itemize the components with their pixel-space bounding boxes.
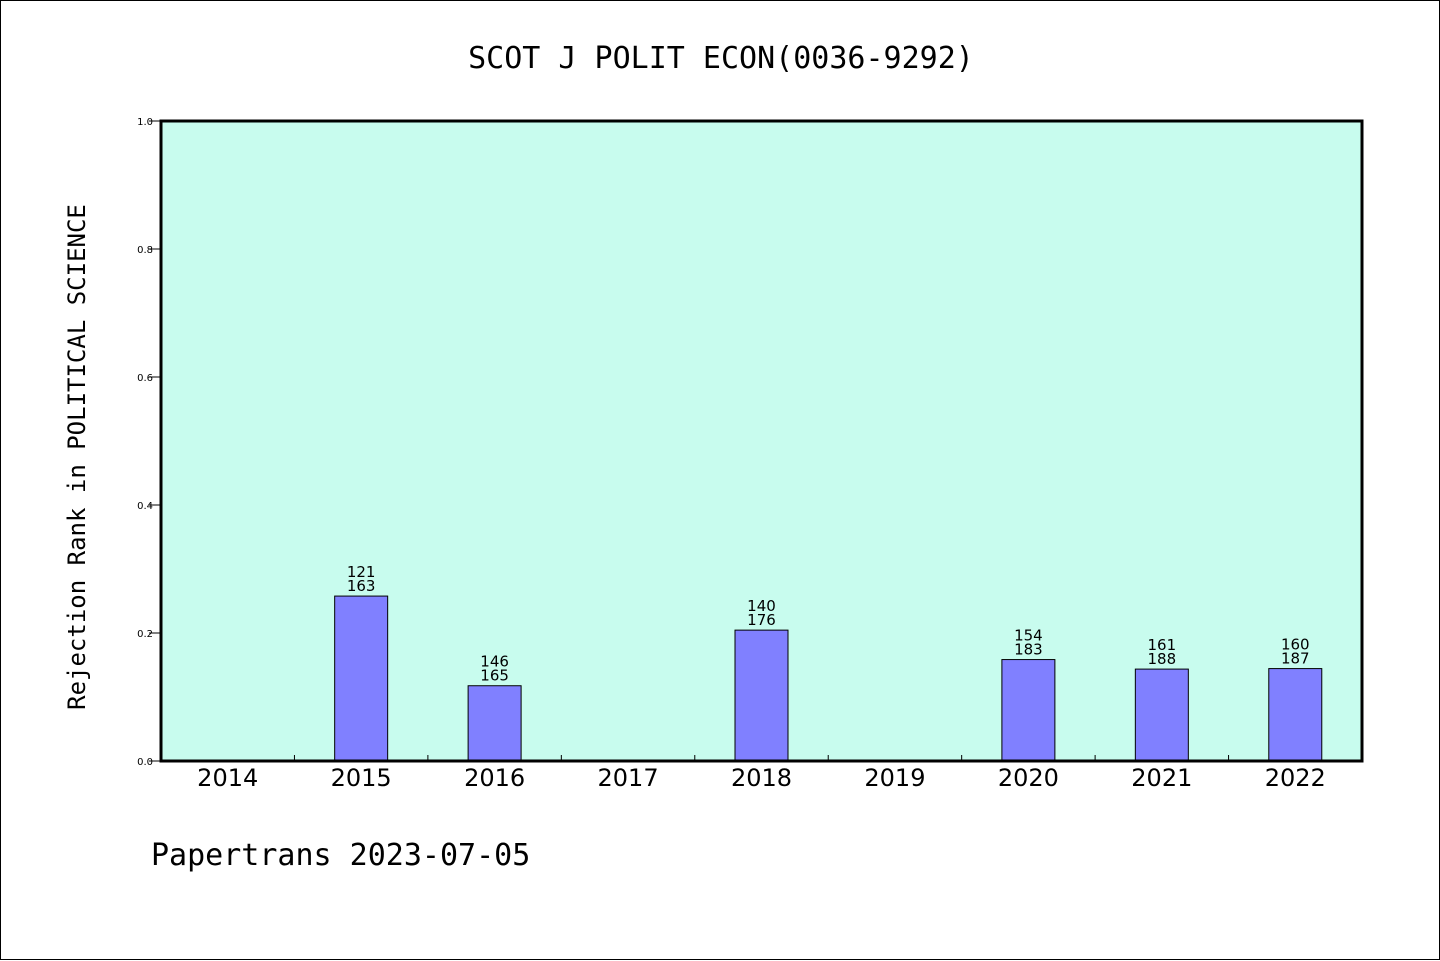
bar-label-bottom: 187 bbox=[1281, 650, 1310, 668]
y-tick-label: 0.8 bbox=[137, 245, 153, 256]
bar-label-top: 146 bbox=[480, 653, 509, 671]
x-tick-label: 2014 bbox=[197, 764, 258, 792]
x-tick-label: 2015 bbox=[331, 764, 392, 792]
bar-2021 bbox=[1134, 668, 1189, 762]
x-tick-label: 2021 bbox=[1131, 764, 1192, 792]
x-tick-label: 2019 bbox=[864, 764, 925, 792]
bar-2020 bbox=[1001, 659, 1056, 762]
bar-label-bottom: 183 bbox=[1014, 641, 1043, 659]
bar-label-top: 160 bbox=[1281, 636, 1310, 654]
bar-label-top: 121 bbox=[347, 563, 376, 581]
y-tick-label: 0.6 bbox=[137, 373, 153, 384]
y-tick-label: 1.0 bbox=[137, 117, 153, 128]
x-tick-label: 2022 bbox=[1265, 764, 1326, 792]
x-tick-label: 2017 bbox=[598, 764, 659, 792]
x-tick-label: 2018 bbox=[731, 764, 792, 792]
bar-2016 bbox=[467, 685, 522, 762]
y-tick-label: 0.0 bbox=[137, 757, 153, 768]
footer-credit: Papertrans 2023-07-05 bbox=[151, 838, 530, 873]
bars bbox=[334, 595, 1323, 762]
bar-2022 bbox=[1268, 668, 1323, 762]
y-tick-label: 0.2 bbox=[137, 629, 153, 640]
y-axis-label: Rejection Rank in POLITICAL SCIENCE bbox=[63, 204, 91, 710]
y-tick-label: 0.4 bbox=[137, 501, 153, 512]
chart-title: SCOT J POLIT ECON(0036-9292) bbox=[468, 41, 974, 76]
bar-label-bottom: 188 bbox=[1148, 650, 1177, 668]
x-tick-label: 2016 bbox=[464, 764, 525, 792]
x-tick-label: 2020 bbox=[998, 764, 1059, 792]
bar-label-top: 161 bbox=[1148, 636, 1177, 654]
bar-label-bottom: 163 bbox=[347, 577, 376, 595]
bar-label-top: 154 bbox=[1014, 627, 1043, 645]
plot-border bbox=[159, 119, 1364, 763]
bar-2018 bbox=[734, 629, 789, 762]
bar-2015 bbox=[334, 595, 389, 762]
bar-label-bottom: 165 bbox=[480, 667, 509, 685]
bar-label-bottom: 176 bbox=[747, 611, 776, 629]
x-axis-ticks: 2014 2015 2016 2017 2018 2019 2020 2021 2022 bbox=[197, 755, 1326, 792]
y-axis-ticks: 0.0 0.2 0.4 0.6 0.8 1.0 bbox=[137, 117, 161, 768]
bar-label-top: 140 bbox=[747, 597, 776, 615]
